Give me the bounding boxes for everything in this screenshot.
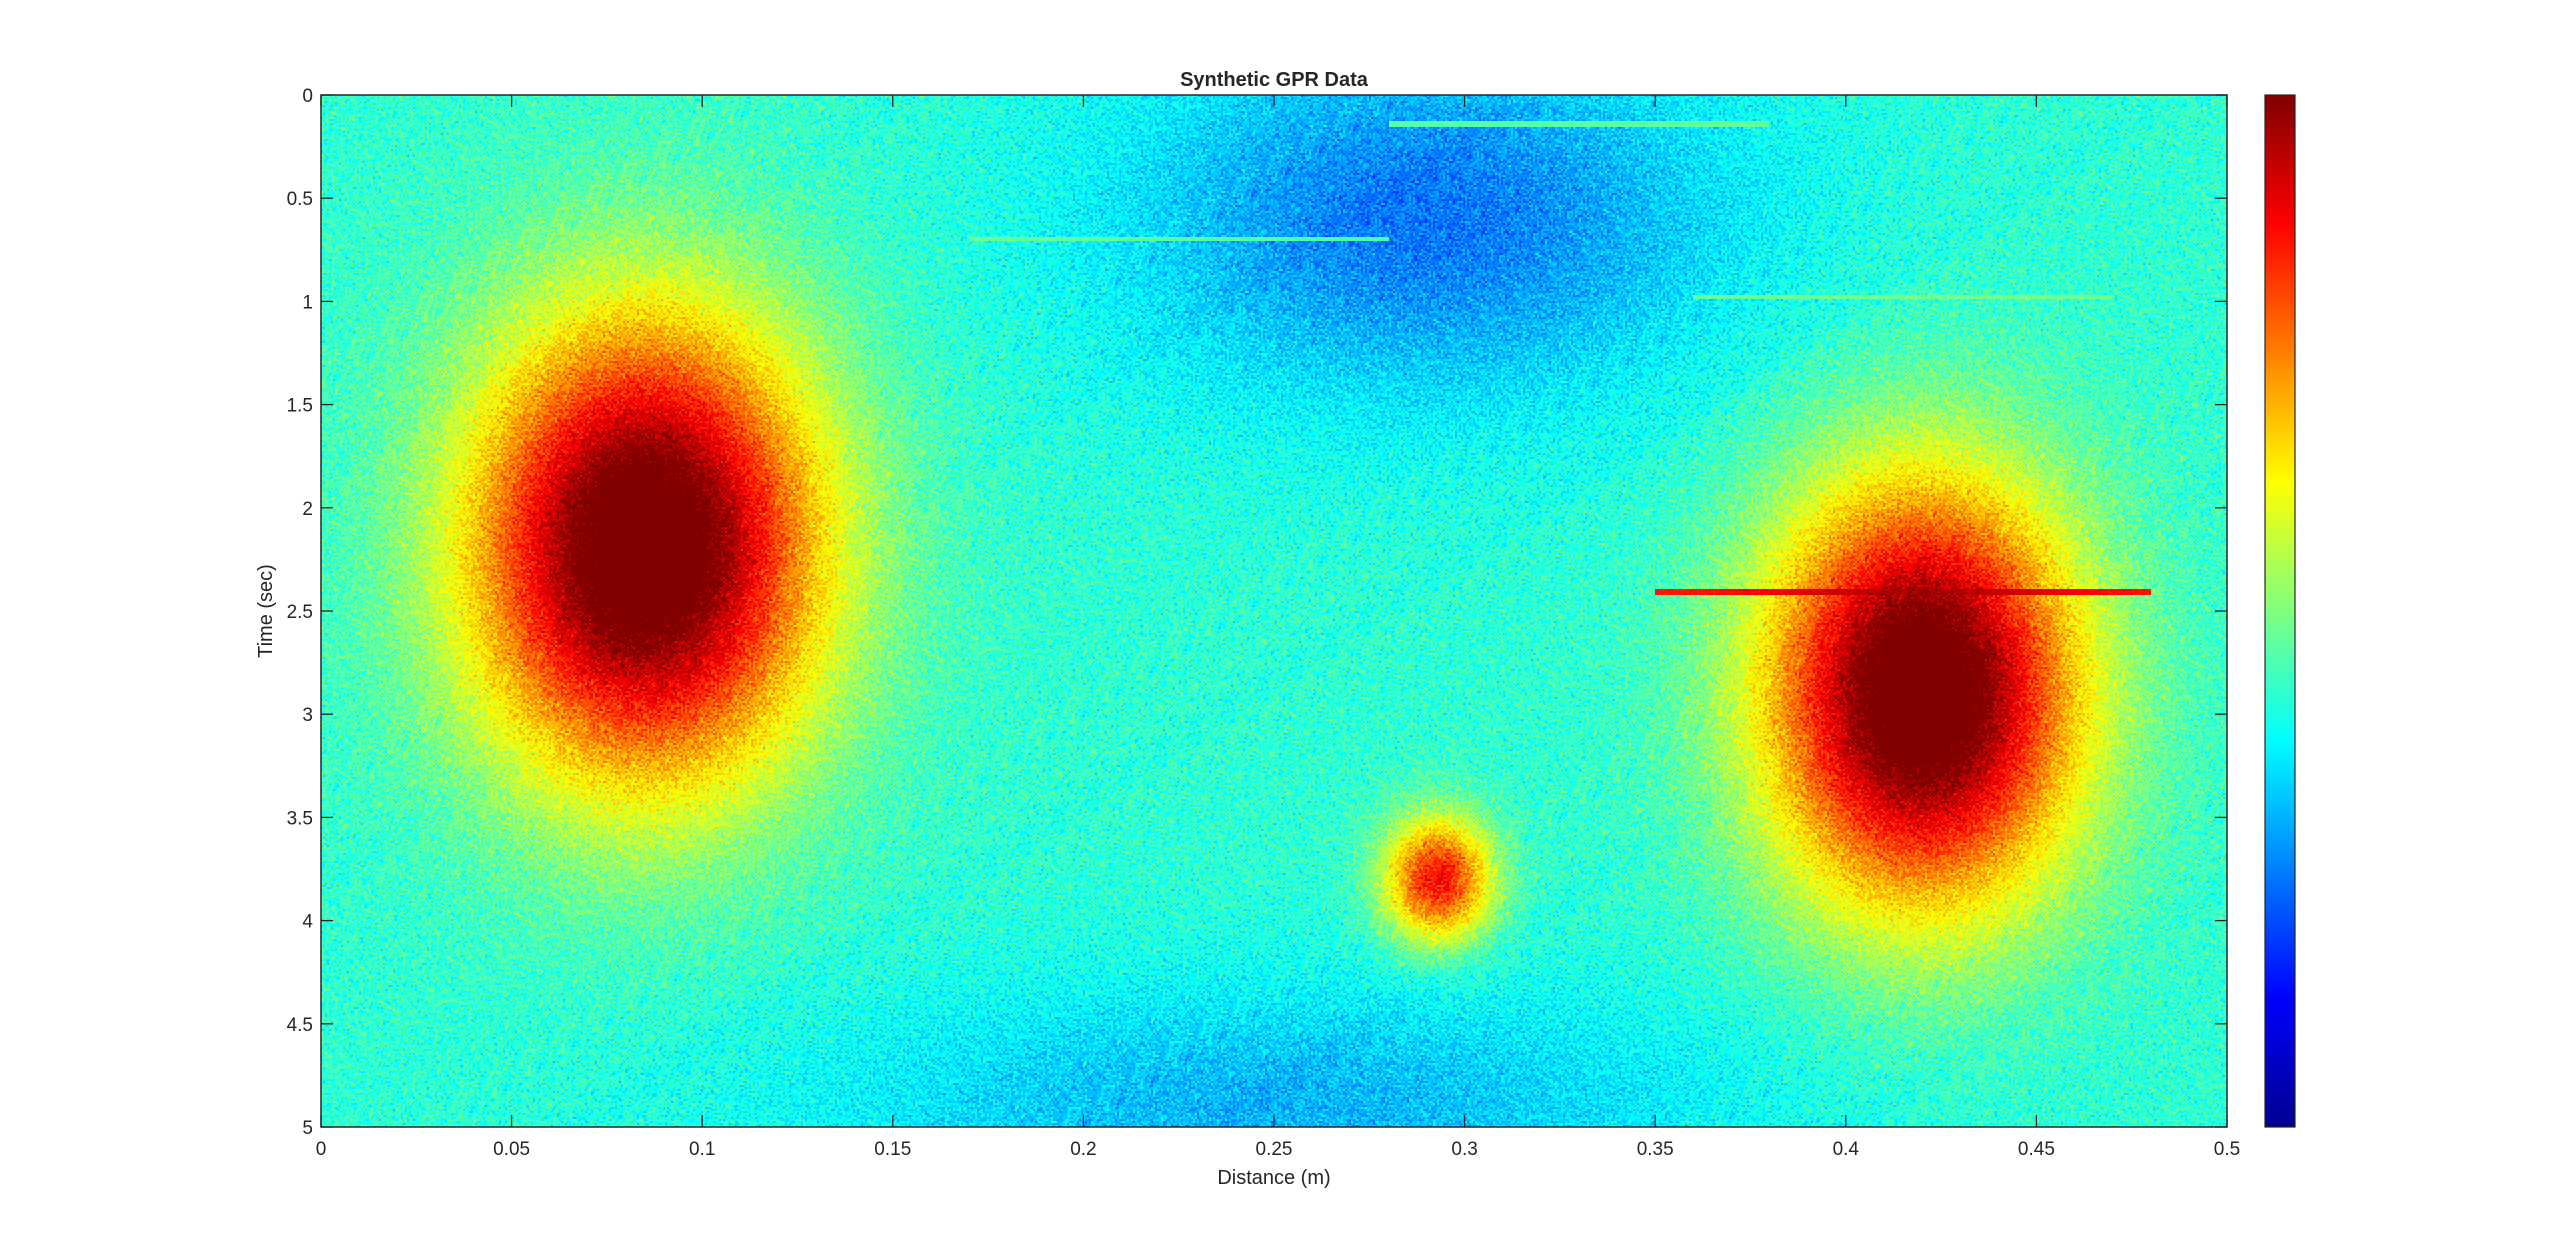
heatmap-image: [321, 95, 2227, 1127]
x-tick-label: 0.25: [1256, 1139, 1293, 1160]
y-axis-label: Time (sec): [255, 564, 277, 658]
heatmap-plot-area: [320, 94, 2228, 1128]
x-tick-label: 0.05: [493, 1139, 530, 1160]
y-tick-label: 5: [302, 1118, 313, 1139]
x-axis-ticks: 0 0.05 0.1 0.15 0.2 0.25 0.3 0.35 0.4 0.45 0.5: [316, 95, 2240, 1160]
y-tick-label: 1.5: [287, 396, 313, 417]
x-tick-label: 0.2: [1070, 1139, 1096, 1160]
y-tick-label: 4.5: [287, 1015, 313, 1036]
x-tick-label: 0.35: [1637, 1139, 1674, 1160]
y-tick-label: 4: [302, 912, 313, 933]
y-tick-label: 2.5: [287, 602, 313, 623]
y-tick-label: 1: [302, 292, 313, 313]
x-tick-label: 0.5: [2214, 1139, 2240, 1160]
colorbar-gradient: [2264, 94, 2296, 1128]
y-axis-ticks: 0 0.5 1 1.5 2 2.5 3 3.5 4 4.5 5: [287, 86, 2227, 1139]
x-tick-label: 0.15: [874, 1139, 911, 1160]
x-tick-label: 0.1: [689, 1139, 715, 1160]
x-tick-label: 0: [316, 1139, 327, 1160]
y-tick-label: 3.5: [287, 808, 313, 829]
y-tick-label: 3: [302, 705, 313, 726]
y-tick-label: 0: [302, 86, 313, 107]
y-tick-label: 0.5: [287, 189, 313, 210]
x-tick-label: 0.3: [1451, 1139, 1477, 1160]
x-axis-label: Distance (m): [1217, 1167, 1330, 1189]
chart-title: Synthetic GPR Data: [1180, 69, 1369, 91]
y-tick-label: 2: [302, 499, 313, 520]
colorbar: [2264, 94, 2296, 1128]
x-tick-label: 0.45: [2018, 1139, 2055, 1160]
x-tick-label: 0.4: [1833, 1139, 1860, 1160]
